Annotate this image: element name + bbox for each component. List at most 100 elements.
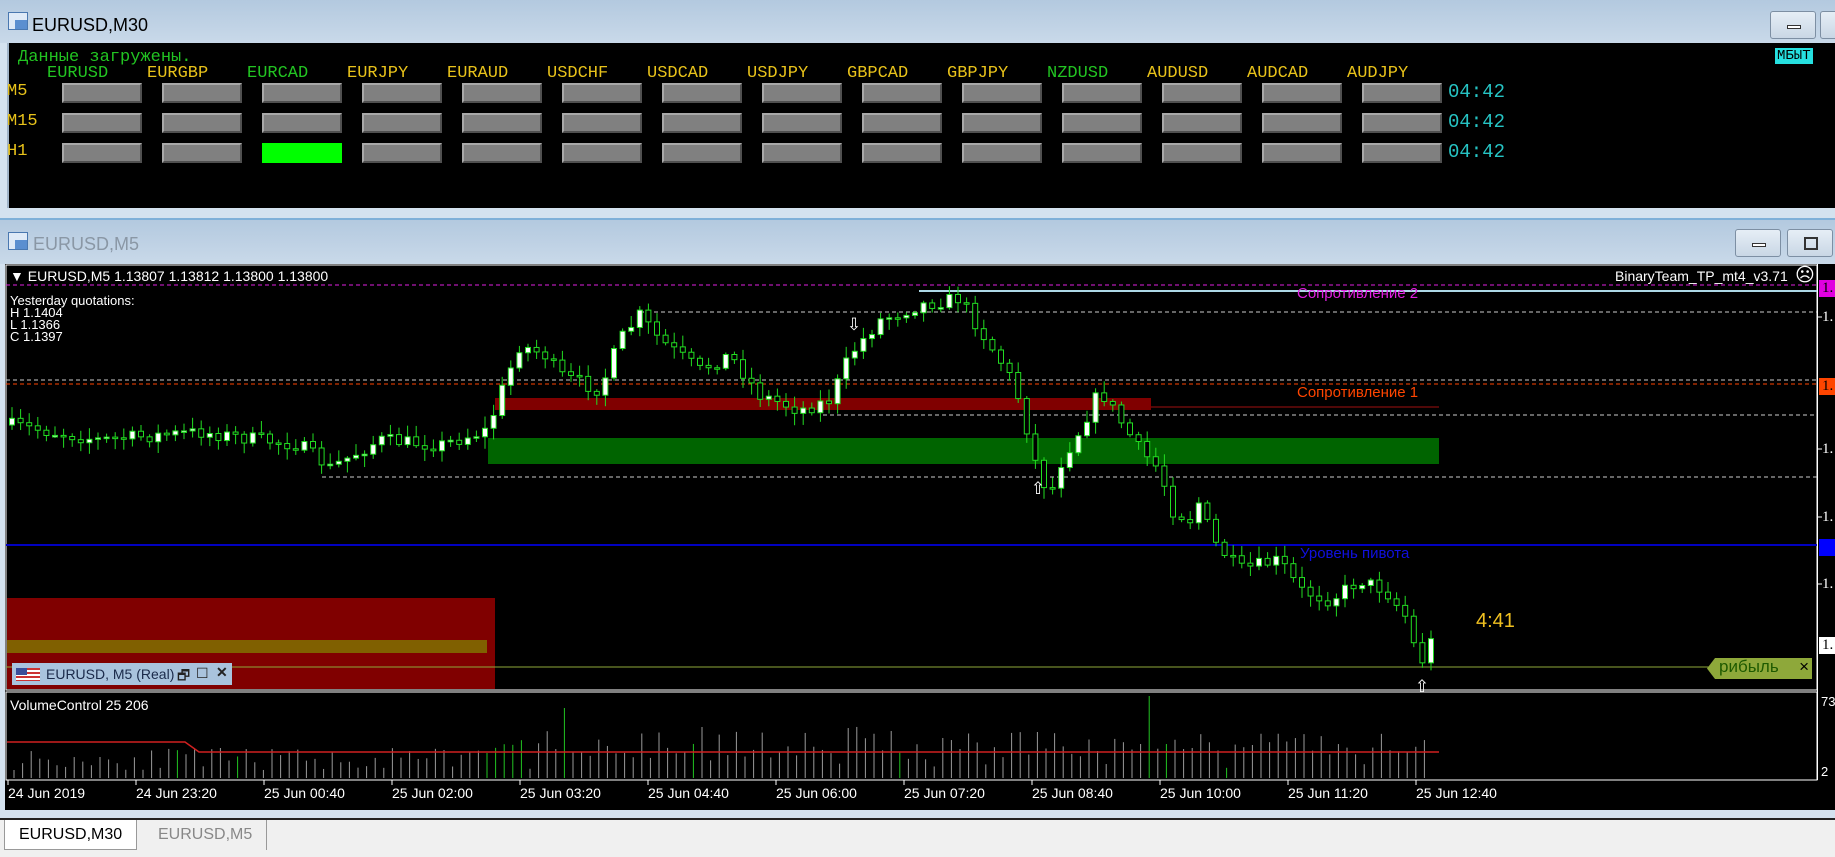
close-icon[interactable]: ✕ — [216, 664, 228, 680]
signal-cell-eurgbp-m15[interactable] — [162, 113, 242, 133]
sell-arrow-icon: ⇩ — [847, 315, 861, 334]
candle-body — [9, 417, 15, 426]
signal-cell-audcad-h1[interactable] — [1262, 143, 1342, 163]
signal-cell-gbpjpy-h1[interactable] — [962, 143, 1042, 163]
candle-body — [1376, 579, 1383, 593]
signal-cell-audjpy-h1[interactable] — [1362, 143, 1442, 163]
candle-body — [585, 375, 592, 392]
signal-cell-usdcad-h1[interactable] — [662, 143, 742, 163]
signal-cell-audcad-m5[interactable] — [1262, 83, 1342, 103]
signal-cell-usdchf-h1[interactable] — [562, 143, 642, 163]
chart-window-titlebar[interactable]: EURUSD,M5 — [0, 218, 1835, 264]
candle-body — [1238, 555, 1245, 564]
signal-cell-audusd-h1[interactable] — [1162, 143, 1242, 163]
candle-body — [1075, 435, 1082, 454]
candle-body — [559, 359, 566, 373]
candle-body — [826, 400, 832, 405]
candle-body — [611, 348, 617, 379]
chart-header-text: EURUSD,M5 1.13807 1.13812 1.13800 1.1380… — [27, 268, 329, 284]
collapse-triangle-icon[interactable]: ▼ — [10, 268, 28, 284]
resistance-1-label: Сопротивление 1 — [1297, 384, 1419, 401]
top-window-titlebar[interactable]: EURUSD,M30 — [0, 0, 1835, 43]
signal-cell-eurusd-h1[interactable] — [62, 143, 142, 163]
signal-cell-eurcad-m5[interactable] — [262, 83, 342, 103]
chart-header[interactable]: ▼ EURUSD,M5 1.13807 1.13812 1.13800 1.13… — [10, 268, 328, 284]
expert-name[interactable]: BinaryTeam_TP_mt4_v3.71 — [1615, 268, 1788, 284]
candle-body — [318, 447, 325, 466]
restore-icon[interactable]: 🗗 — [177, 667, 191, 683]
signal-cell-usdcad-m15[interactable] — [662, 113, 742, 133]
candle-body — [1256, 557, 1262, 567]
signal-cell-eurcad-m15[interactable] — [262, 113, 342, 133]
time-axis-label: 25 Jun 08:40 — [1032, 785, 1113, 801]
maximize-button[interactable] — [1787, 229, 1833, 257]
candle-body — [129, 430, 136, 440]
restore-button[interactable] — [1820, 11, 1835, 39]
signal-cell-euraud-h1[interactable] — [462, 143, 542, 163]
signal-cell-eurjpy-h1[interactable] — [362, 143, 442, 163]
maximize-icon[interactable]: ☐ — [196, 665, 209, 681]
candle-body — [576, 374, 583, 378]
profit-tag[interactable]: рибыль × — [1707, 658, 1812, 679]
signal-cell-usdcad-m5[interactable] — [662, 83, 742, 103]
candle-body — [654, 321, 660, 336]
candle-body — [370, 444, 377, 455]
candle-body — [903, 314, 910, 319]
signal-cell-usdjpy-m15[interactable] — [762, 113, 842, 133]
candle-body — [1264, 557, 1271, 566]
candle-body — [155, 432, 162, 443]
candle-body — [1015, 372, 1022, 400]
signal-cell-usdchf-m5[interactable] — [562, 83, 642, 103]
signal-cell-eurgbp-m5[interactable] — [162, 83, 242, 103]
signal-cell-nzdusd-h1[interactable] — [1062, 143, 1142, 163]
tab-bar — [0, 818, 1835, 857]
candle-body — [490, 415, 497, 429]
candle-body — [1144, 441, 1151, 458]
time-axis-label: 24 Jun 23:20 — [136, 785, 217, 801]
signal-cell-eurjpy-m5[interactable] — [362, 83, 442, 103]
signal-cell-eurcad-h1[interactable] — [262, 143, 342, 163]
minimize-button[interactable] — [1770, 11, 1816, 39]
timeframe-label: H1 — [7, 142, 28, 161]
signal-cell-euraud-m5[interactable] — [462, 83, 542, 103]
signal-cell-gbpjpy-m15[interactable] — [962, 113, 1042, 133]
candle-body — [507, 367, 514, 386]
signal-cell-usdjpy-h1[interactable] — [762, 143, 842, 163]
signal-cell-gbpcad-m5[interactable] — [862, 83, 942, 103]
tab-eurusd-m5[interactable]: EURUSD,M5 — [144, 820, 268, 850]
candle-body — [172, 430, 179, 436]
price-axis-label: 1. — [1822, 441, 1834, 457]
minimize-button[interactable] — [1735, 229, 1781, 257]
candle-body — [1135, 434, 1142, 443]
signal-cell-gbpcad-m15[interactable] — [862, 113, 942, 133]
pair-header-eurjpy: EURJPY — [347, 64, 409, 83]
yesterday-title: Yesterday quotations: — [10, 293, 135, 308]
signal-cell-euraud-m15[interactable] — [462, 113, 542, 133]
signal-cell-nzdusd-m15[interactable] — [1062, 113, 1142, 133]
signal-cell-nzdusd-m5[interactable] — [1062, 83, 1142, 103]
tab-eurusd-m30[interactable]: EURUSD,M30 — [4, 820, 138, 850]
signal-cell-usdjpy-m5[interactable] — [762, 83, 842, 103]
candle-body — [1410, 615, 1417, 644]
candle-body — [327, 463, 334, 467]
signal-cell-usdchf-m15[interactable] — [562, 113, 642, 133]
signal-cell-gbpcad-h1[interactable] — [862, 143, 942, 163]
signal-cell-audusd-m15[interactable] — [1162, 113, 1242, 133]
price-axis[interactable] — [1817, 264, 1835, 780]
signal-cell-gbpjpy-m5[interactable] — [962, 83, 1042, 103]
window-icon — [8, 12, 28, 30]
signal-cell-audusd-m5[interactable] — [1162, 83, 1242, 103]
close-icon[interactable]: × — [1799, 657, 1809, 676]
signal-cell-eurgbp-h1[interactable] — [162, 143, 242, 163]
mini-chart-window[interactable]: EURUSD, M5 (Real) 🗗 ☐ ✕ — [12, 663, 232, 685]
signal-cell-audjpy-m15[interactable] — [1362, 113, 1442, 133]
signal-cell-eurjpy-m15[interactable] — [362, 113, 442, 133]
signal-cell-eurusd-m15[interactable] — [62, 113, 142, 133]
candle-body — [542, 351, 549, 360]
chart-area[interactable] — [5, 264, 1835, 810]
signal-cell-audcad-m15[interactable] — [1262, 113, 1342, 133]
signal-cell-eurusd-m5[interactable] — [62, 83, 142, 103]
candle-body — [937, 307, 944, 310]
signal-cell-audjpy-m5[interactable] — [1362, 83, 1442, 103]
